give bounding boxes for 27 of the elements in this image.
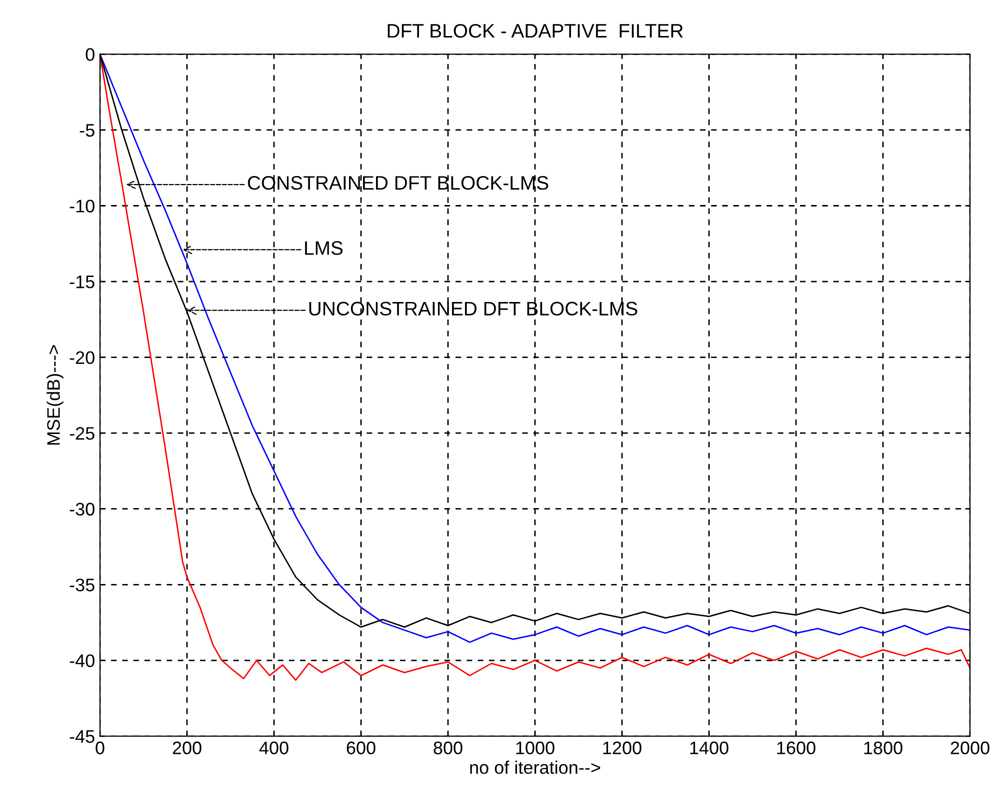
x-tick-label: 0	[96, 742, 104, 754]
x-tick-label: 1200	[603, 742, 642, 754]
x-tick-label: 1000	[516, 742, 554, 754]
y-tick-label: -20	[70, 351, 94, 364]
x-tick-label: 200	[172, 742, 202, 754]
annotation: CONSTRAINED DFT BLOCK-LMS	[248, 176, 548, 190]
y-tick-label: -40	[70, 654, 94, 668]
x-tick-label: 800	[434, 742, 462, 754]
y-tick-label: -45	[70, 730, 94, 743]
y-tick-label: 0	[86, 48, 94, 61]
x-tick-label: 1600	[777, 742, 816, 754]
chart-title: DFT BLOCK - ADAPTIVE FILTER	[388, 24, 683, 38]
annotation: UNCONSTRAINED DFT BLOCK-LMS	[309, 302, 638, 316]
x-axis-title: no of iteration-->	[470, 760, 600, 774]
y-tick-label: -25	[70, 427, 94, 440]
y-tick-label: -35	[70, 578, 94, 592]
y-tick-label: -5	[80, 124, 94, 137]
x-tick-label: 400	[259, 742, 288, 754]
y-axis-title: MSE(dB)--->	[46, 345, 64, 445]
x-tick-label: 1400	[690, 742, 728, 754]
x-tick-label: 1800	[864, 742, 902, 754]
x-tick-label: 600	[346, 742, 376, 754]
y-tick-label: -30	[70, 502, 94, 516]
x-tick-label: 2000	[950, 742, 990, 754]
annotation: LMS	[305, 241, 343, 255]
y-tick-label: -15	[70, 276, 94, 288]
y-tick-label: -10	[70, 200, 94, 212]
